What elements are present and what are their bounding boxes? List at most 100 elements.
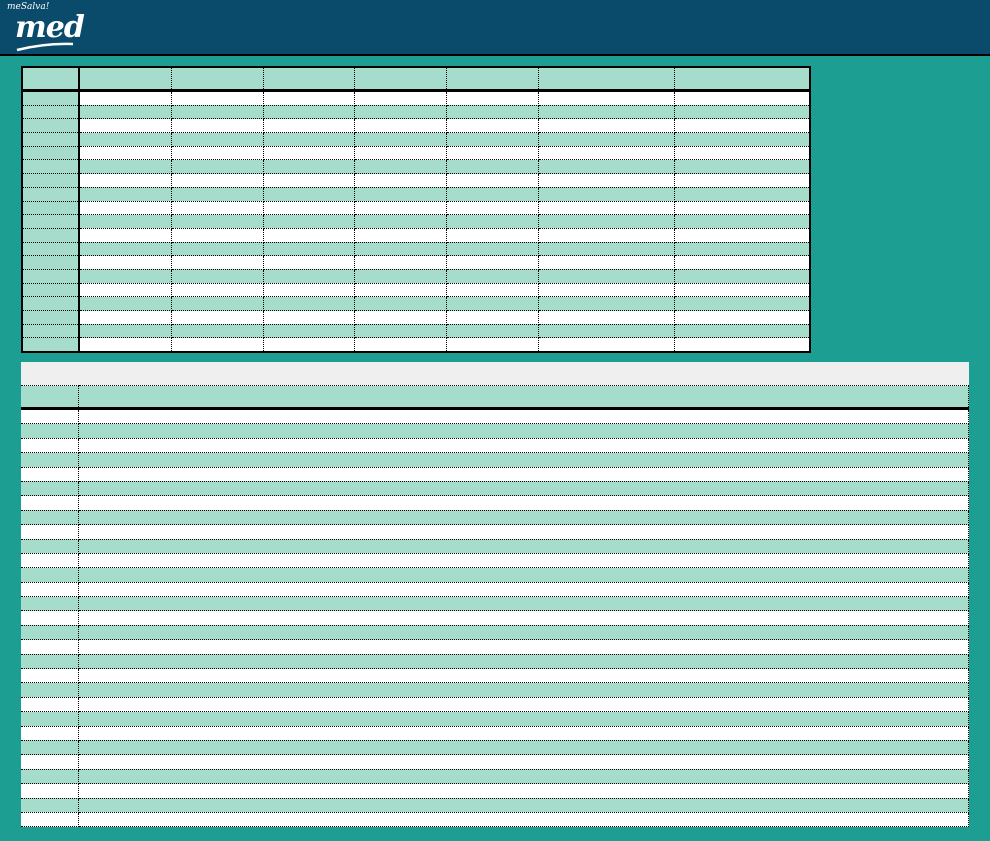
table-cell[interactable] <box>263 228 355 243</box>
table-cell[interactable] <box>78 423 969 439</box>
table-cell[interactable] <box>538 187 675 202</box>
table-cell[interactable] <box>22 283 80 298</box>
table-cell[interactable] <box>674 269 811 284</box>
table-cell[interactable] <box>674 187 811 202</box>
table-cell[interactable] <box>78 582 969 598</box>
table-cell[interactable] <box>79 337 172 353</box>
table-cell[interactable] <box>22 214 80 229</box>
table-cell[interactable] <box>674 214 811 229</box>
table-cell[interactable] <box>78 726 969 741</box>
column-header[interactable] <box>22 67 80 92</box>
table-cell[interactable] <box>22 173 80 188</box>
table-cell[interactable] <box>22 310 80 325</box>
table-cell[interactable] <box>263 255 355 270</box>
table-cell[interactable] <box>21 423 79 439</box>
table-cell[interactable] <box>21 754 79 770</box>
table-cell[interactable] <box>79 90 172 106</box>
table-cell[interactable] <box>263 201 355 216</box>
table-cell[interactable] <box>21 639 79 655</box>
table-cell[interactable] <box>79 214 172 229</box>
table-cell[interactable] <box>22 201 80 216</box>
table-cell[interactable] <box>79 228 172 243</box>
table-cell[interactable] <box>78 495 969 511</box>
table-cell[interactable] <box>171 255 264 270</box>
table-cell[interactable] <box>78 553 969 569</box>
table-cell[interactable] <box>21 408 79 425</box>
table-cell[interactable] <box>354 118 447 134</box>
table-cell[interactable] <box>21 438 79 454</box>
table-cell[interactable] <box>674 242 811 257</box>
table-cell[interactable] <box>21 481 79 497</box>
table-cell[interactable] <box>78 610 969 626</box>
table-cell[interactable] <box>21 524 79 540</box>
table-cell[interactable] <box>354 228 447 243</box>
table-cell[interactable] <box>171 310 264 325</box>
table-cell[interactable] <box>538 296 675 311</box>
table-cell[interactable] <box>354 242 447 257</box>
table-cell[interactable] <box>674 296 811 311</box>
table-cell[interactable] <box>538 214 675 229</box>
table-cell[interactable] <box>78 783 969 799</box>
table-cell[interactable] <box>674 228 811 243</box>
table-cell[interactable] <box>446 187 539 202</box>
table-cell[interactable] <box>79 146 172 161</box>
table-cell[interactable] <box>22 255 80 270</box>
column-header[interactable] <box>446 67 539 92</box>
table-cell[interactable] <box>538 201 675 216</box>
table-cell[interactable] <box>263 214 355 229</box>
table-cell[interactable] <box>21 740 79 756</box>
table-cell[interactable] <box>674 146 811 161</box>
table-cell[interactable] <box>22 118 80 134</box>
table-cell[interactable] <box>171 242 264 257</box>
table-cell[interactable] <box>263 118 355 134</box>
table-cell[interactable] <box>674 337 811 353</box>
table-cell[interactable] <box>78 625 969 641</box>
table-cell[interactable] <box>78 596 969 612</box>
table-cell[interactable] <box>22 146 80 161</box>
table-cell[interactable] <box>446 310 539 325</box>
table-cell[interactable] <box>171 132 264 147</box>
table-cell[interactable] <box>79 173 172 188</box>
table-cell[interactable] <box>79 132 172 147</box>
table-cell[interactable] <box>446 146 539 161</box>
table-cell[interactable] <box>354 105 447 120</box>
table-cell[interactable] <box>354 90 447 106</box>
table-cell[interactable] <box>263 324 355 339</box>
table-cell[interactable] <box>446 214 539 229</box>
table-cell[interactable] <box>21 610 79 626</box>
table-cell[interactable] <box>263 242 355 257</box>
table-cell[interactable] <box>78 812 969 828</box>
table-cell[interactable] <box>78 524 969 540</box>
table-cell[interactable] <box>538 173 675 188</box>
table-cell[interactable] <box>79 201 172 216</box>
table-cell[interactable] <box>78 467 969 482</box>
table-cell[interactable] <box>674 118 811 134</box>
table-cell[interactable] <box>538 228 675 243</box>
table-cell[interactable] <box>354 337 447 353</box>
table-cell[interactable] <box>79 310 172 325</box>
table-cell[interactable] <box>171 269 264 284</box>
column-header[interactable] <box>674 67 811 92</box>
table-cell[interactable] <box>21 553 79 569</box>
table-cell[interactable] <box>674 283 811 298</box>
table-cell[interactable] <box>674 105 811 120</box>
table-cell[interactable] <box>263 90 355 106</box>
table-cell[interactable] <box>263 132 355 147</box>
table-cell[interactable] <box>446 105 539 120</box>
table-cell[interactable] <box>538 269 675 284</box>
table-cell[interactable] <box>674 159 811 175</box>
table-cell[interactable] <box>78 567 969 583</box>
table-cell[interactable] <box>674 90 811 106</box>
table-cell[interactable] <box>354 159 447 175</box>
table-cell[interactable] <box>538 283 675 298</box>
table-cell[interactable] <box>22 228 80 243</box>
table-cell[interactable] <box>78 481 969 497</box>
table-cell[interactable] <box>22 187 80 202</box>
table-cell[interactable] <box>171 90 264 106</box>
table-cell[interactable] <box>354 283 447 298</box>
table-cell[interactable] <box>446 159 539 175</box>
table-cell[interactable] <box>22 242 80 257</box>
table-cell[interactable] <box>354 255 447 270</box>
table-cell[interactable] <box>78 668 969 684</box>
table-cell[interactable] <box>22 105 80 120</box>
